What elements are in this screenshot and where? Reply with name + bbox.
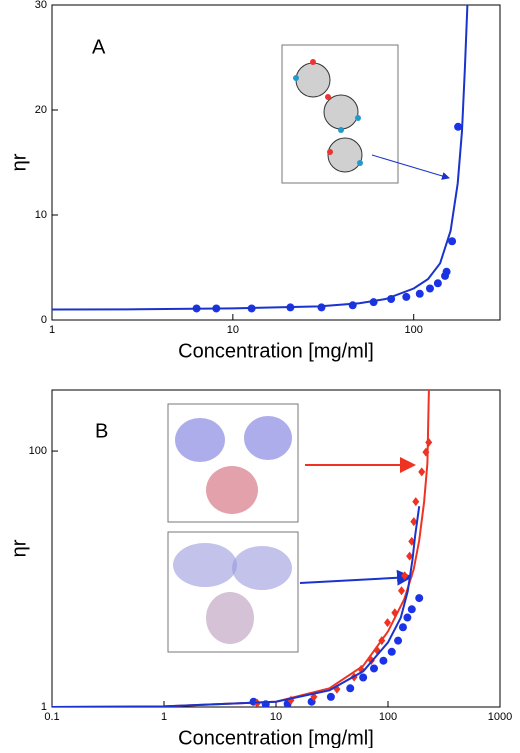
- data-point: [403, 613, 412, 622]
- data-point: [387, 647, 396, 656]
- data-point: [418, 467, 426, 477]
- y-tick-label: 10: [35, 209, 47, 221]
- plot-frame: [51, 4, 501, 321]
- fit-line: [52, 506, 421, 707]
- x-tick-label: 100: [405, 324, 423, 336]
- data-point: [433, 279, 442, 288]
- panel-label: A: [92, 36, 106, 58]
- data-point: [346, 684, 355, 693]
- inset-a: [281, 44, 450, 184]
- plot-area: [52, 5, 469, 313]
- data-point: [359, 673, 368, 682]
- data-point: [454, 122, 463, 131]
- y-tick-label: 30: [35, 0, 47, 11]
- x-tick-label: 100: [379, 711, 397, 723]
- data-point: [406, 551, 414, 561]
- x-tick-label: 10: [270, 711, 282, 723]
- data-point: [415, 594, 424, 603]
- data-point: [398, 623, 407, 632]
- data-point: [412, 497, 420, 507]
- y-tick-label: 1: [41, 701, 47, 713]
- x-tick-label: 1: [161, 711, 167, 723]
- plot-area: [52, 390, 433, 707]
- x-tick-label: 0.1: [44, 711, 59, 723]
- data-point: [407, 605, 416, 614]
- data-point: [425, 284, 434, 293]
- fit-line: [52, 5, 469, 311]
- y-axis-label: ηr: [8, 153, 30, 171]
- data-point: [326, 692, 335, 701]
- x-tick-label: 10: [227, 324, 239, 336]
- data-point: [379, 656, 388, 665]
- y-tick-label: 20: [35, 104, 47, 116]
- data-point: [394, 636, 403, 645]
- data-point: [401, 571, 409, 581]
- data-point: [410, 517, 418, 527]
- panel-label: B: [95, 420, 108, 442]
- data-point: [370, 664, 379, 673]
- y-axis-label: ηr: [8, 539, 30, 557]
- x-tick-label: 1: [49, 324, 55, 336]
- x-tick-label: 1000: [488, 711, 512, 723]
- data-point: [415, 289, 424, 298]
- x-axis-label: Concentration [mg/ml]: [178, 727, 374, 748]
- data-point: [402, 292, 411, 301]
- data-point: [442, 267, 451, 276]
- data-point: [398, 586, 406, 596]
- y-tick-label: 100: [29, 445, 47, 457]
- y-tick-label: 0: [41, 314, 47, 326]
- data-point: [384, 618, 392, 628]
- x-axis-label: Concentration [mg/ml]: [178, 340, 374, 362]
- data-point: [448, 237, 457, 246]
- inset-b: [167, 403, 416, 653]
